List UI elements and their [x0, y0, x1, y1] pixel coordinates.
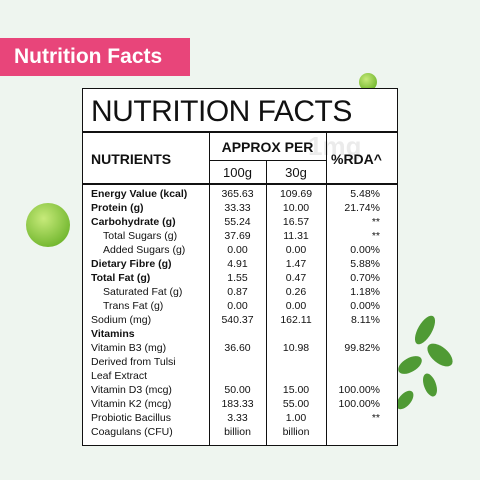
value-30g: 0.00: [285, 300, 307, 312]
value-30g: 15.00: [282, 384, 310, 396]
nutrient-name: Trans Fat (g): [103, 300, 164, 312]
value-100g: 50.00: [224, 384, 251, 396]
header-30g: 30g: [285, 165, 307, 180]
value-30g: 0.26: [285, 286, 307, 298]
value-30g: 55.00: [282, 398, 310, 410]
value-100g: 540.37: [221, 314, 254, 326]
nutrient-name: Leaf Extract: [91, 370, 148, 382]
value-rda: 0.00%: [350, 300, 380, 312]
value-30g: 0.47: [285, 272, 307, 284]
value-100g: 1.55: [227, 272, 248, 284]
table-title: NUTRITION FACTS: [91, 95, 352, 128]
nutrient-name: Sodium (mg): [91, 314, 152, 326]
header-nutrients: NUTRIENTS: [91, 151, 172, 167]
nutrient-name: Probiotic Bacillus: [91, 412, 171, 424]
value-30g: 0.00: [285, 244, 307, 256]
value-100g: 183.33: [221, 398, 254, 410]
value-30g: 10.98: [282, 342, 310, 354]
value-30g: 162.11: [280, 314, 312, 326]
rule: [83, 183, 397, 185]
value-rda: 100.00%: [338, 398, 380, 410]
nutrient-name: Saturated Fat (g): [103, 286, 183, 298]
nutrient-name: Protein (g): [91, 202, 144, 214]
value-30g: 109.69: [279, 188, 313, 200]
rule: [83, 131, 397, 133]
value-100g: billion: [224, 426, 251, 438]
pea: [359, 73, 377, 91]
nutrient-name: Total Fat (g): [91, 272, 151, 284]
value-30g: 10.00: [282, 202, 310, 214]
value-rda: 21.74%: [344, 202, 380, 214]
value-100g: 365.63: [221, 188, 254, 200]
value-30g: 1.00: [285, 412, 307, 424]
nutrient-name: Vitamin D3 (mcg): [91, 384, 172, 396]
value-rda: 5.48%: [350, 188, 380, 200]
watermark: 1mg: [308, 131, 362, 161]
nutrient-name: Vitamin B3 (mg): [91, 342, 167, 354]
value-rda: 0.00%: [350, 244, 380, 256]
value-rda: 5.88%: [350, 258, 380, 270]
value-100g: 33.33: [224, 202, 251, 214]
column-rule: [326, 133, 327, 445]
value-30g: billion: [282, 426, 310, 438]
value-100g: 37.69: [224, 230, 251, 242]
value-30g: 11.31: [283, 230, 309, 242]
nutrient-name: Dietary Fibre (g): [91, 258, 172, 270]
column-rule: [209, 133, 210, 445]
value-100g: 0.00: [227, 300, 248, 312]
pea: [26, 203, 70, 247]
column-rule: [266, 161, 267, 445]
header-approx: APPROX PER: [221, 139, 314, 155]
nutrient-name: Vitamins: [91, 328, 135, 340]
nutrient-name: Coagulans (CFU): [91, 426, 173, 438]
nutrient-name: Energy Value (kcal): [91, 188, 188, 200]
nutrient-name: Vitamin K2 (mcg): [91, 398, 172, 410]
value-rda: 99.82%: [344, 342, 380, 354]
value-100g: 55.24: [224, 216, 251, 228]
nutrition-table: NUTRITION FACTS 1mg NUTRIENTS APPROX PER…: [82, 88, 398, 446]
rule: [209, 160, 326, 161]
value-rda: 100.00%: [338, 384, 380, 396]
header-rda: %RDA^: [331, 151, 382, 167]
nutrient-name: Carbohydrate (g): [91, 216, 176, 228]
value-30g: 16.57: [282, 216, 310, 228]
banner: Nutrition Facts: [0, 38, 190, 76]
value-100g: 0.00: [227, 244, 248, 256]
value-30g: 1.47: [285, 258, 307, 270]
value-rda: 8.11%: [351, 314, 380, 326]
nutrient-name: Total Sugars (g): [103, 230, 178, 242]
value-100g: 4.91: [227, 258, 248, 270]
value-rda: **: [371, 412, 380, 424]
nutrient-name: Derived from Tulsi: [91, 356, 176, 368]
value-rda: **: [371, 230, 380, 242]
value-100g: 0.87: [227, 286, 248, 298]
value-100g: 36.60: [224, 342, 251, 354]
header-100g: 100g: [223, 165, 252, 180]
nutrient-name: Added Sugars (g): [103, 244, 186, 256]
value-rda: 0.70%: [350, 272, 380, 284]
value-rda: **: [371, 216, 380, 228]
value-rda: 1.18%: [350, 286, 380, 298]
leaves: [396, 315, 453, 410]
value-100g: 3.33: [227, 412, 248, 424]
